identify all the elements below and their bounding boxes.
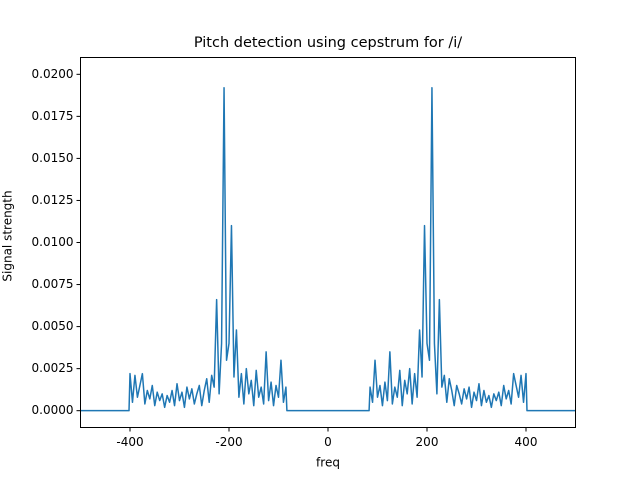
y-tick-label: 0.0125 bbox=[32, 193, 74, 207]
x-axis-label: freq bbox=[316, 456, 340, 470]
y-tick-label: 0.0025 bbox=[32, 361, 74, 375]
y-tick-label: 0.0100 bbox=[32, 235, 74, 249]
chart-title: Pitch detection using cepstrum for /i/ bbox=[194, 35, 462, 51]
y-tick-label: 0.0200 bbox=[32, 67, 74, 81]
x-tick-label: -200 bbox=[215, 435, 242, 449]
y-tick-label: 0.0150 bbox=[32, 151, 74, 165]
y-tick-label: 0.0075 bbox=[32, 277, 74, 291]
x-tick-label: 0 bbox=[324, 435, 332, 449]
y-tick-label: 0.0000 bbox=[32, 403, 74, 417]
y-tick-label: 0.0175 bbox=[32, 109, 74, 123]
y-axis-label: Signal strength bbox=[1, 190, 15, 281]
x-tick-label: -400 bbox=[116, 435, 143, 449]
y-tick-label: 0.0050 bbox=[32, 319, 74, 333]
x-tick-label: 200 bbox=[416, 435, 439, 449]
x-tick-label: 400 bbox=[515, 435, 538, 449]
plot-frame bbox=[80, 57, 576, 428]
line bbox=[80, 87, 576, 412]
